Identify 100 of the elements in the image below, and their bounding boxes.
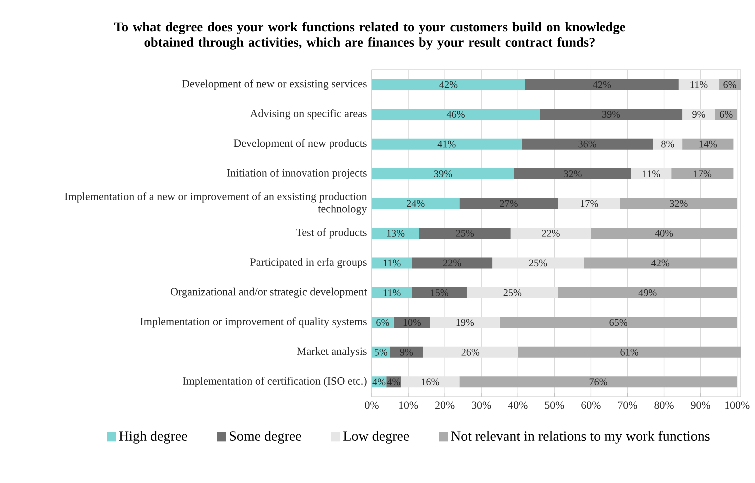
bar: [466, 287, 558, 298]
bar: [372, 317, 394, 328]
data-label: 39%: [602, 111, 620, 118]
data-label: 15%: [431, 290, 449, 296]
data-label: 6%: [720, 111, 733, 118]
bar: [460, 198, 558, 210]
data-label: 27%: [500, 200, 518, 208]
data-label: 76%: [590, 378, 608, 386]
bar: [372, 198, 460, 210]
data-label: 19%: [456, 319, 474, 326]
bar: [653, 138, 683, 150]
data-label: 32%: [564, 170, 582, 178]
bar: [372, 79, 526, 90]
bar: [584, 258, 738, 269]
bar: [401, 376, 460, 388]
data-label: 22%: [542, 230, 560, 237]
y-tick-label: Development of new or exsisting services: [182, 80, 367, 90]
x-tick-label: 30%: [472, 402, 492, 410]
data-label: 8%: [662, 140, 674, 148]
bar: [500, 317, 738, 328]
data-label: 13%: [387, 230, 405, 237]
bar: [540, 109, 683, 120]
bar: [394, 317, 430, 328]
data-label: 11%: [384, 260, 401, 267]
bar: [682, 138, 734, 150]
bar: [678, 79, 720, 90]
bar: [514, 168, 632, 180]
x-tick-label: 0%: [365, 402, 379, 410]
data-label: 41%: [438, 140, 456, 148]
legend-label: High degree: [119, 431, 188, 444]
y-tick-label: Implementation of a new or improvement of an exsisting production technology: [64, 192, 368, 215]
bar: [631, 168, 672, 180]
data-label: 11%: [384, 290, 401, 296]
bar: [372, 138, 522, 150]
data-label: 4%: [372, 378, 386, 386]
x-tick-label: 20%: [436, 402, 455, 410]
bar: [719, 79, 741, 90]
bar: [372, 228, 420, 240]
y-tick-label: Test of products: [296, 228, 367, 239]
data-label: 24%: [406, 200, 425, 208]
data-label: 17%: [580, 200, 598, 208]
x-tick-label: 50%: [545, 402, 564, 410]
data-label: 9%: [400, 348, 414, 356]
y-tick-label: Market analysis: [297, 347, 367, 358]
data-label: 25%: [504, 290, 522, 296]
x-tick-label: 90%: [691, 402, 710, 410]
bar: [525, 79, 679, 90]
bar: [430, 317, 500, 328]
data-label: 10%: [404, 319, 422, 326]
y-tick-label: Implementation of certification (ISO etc.): [183, 377, 367, 388]
y-tick-label: Participated in erfa groups: [250, 258, 367, 268]
data-label: 11%: [690, 81, 708, 88]
bar: [372, 168, 514, 180]
data-label: 14%: [700, 140, 718, 148]
data-label: 6%: [724, 81, 736, 88]
bar: [372, 287, 412, 298]
y-tick-label: Initiation of innovation projects: [227, 168, 367, 180]
y-tick-label: Advising on specific areas: [250, 110, 367, 120]
data-label: 42%: [593, 81, 612, 88]
data-label: 42%: [440, 81, 458, 88]
chart-title: To what degree does your work functions related to your customers build on knowledge obtained through activities, which are finances by your result contract funds?: [114, 22, 626, 50]
bar: [412, 287, 467, 298]
y-tick-label: Implementation or improvement of quality systems: [140, 318, 367, 328]
legend-label: Not relevant in relations to my work functions: [451, 431, 710, 444]
x-tick-label: 40%: [508, 402, 528, 410]
bar: [492, 258, 584, 269]
data-label: 26%: [462, 348, 480, 356]
bar: [620, 198, 738, 210]
data-label: 17%: [694, 170, 712, 178]
bar: [558, 198, 620, 210]
legend-label: Some degree: [230, 431, 302, 444]
data-label: 25%: [456, 230, 474, 237]
data-label: 46%: [446, 111, 465, 118]
x-tick-label: 80%: [654, 402, 674, 410]
legend-label: Low degree: [344, 431, 410, 444]
y-tick-label: Organizational and/or strategic development: [170, 288, 368, 298]
data-label: 49%: [638, 290, 657, 296]
bar: [412, 258, 493, 269]
data-label: 42%: [652, 260, 670, 267]
data-label: 6%: [376, 319, 390, 326]
data-label: 32%: [670, 200, 688, 208]
data-label: 40%: [655, 230, 674, 237]
data-label: 4%: [387, 378, 400, 386]
bar: [423, 346, 518, 358]
bar: [460, 376, 738, 388]
data-label: 22%: [444, 260, 462, 267]
bar: [372, 258, 412, 269]
y-tick-label: Development of new products: [234, 139, 367, 150]
data-label: 61%: [620, 348, 639, 356]
bar: [510, 228, 592, 240]
data-label: 5%: [374, 348, 388, 356]
bar: [672, 168, 734, 180]
x-tick-label: 100%: [726, 402, 750, 410]
data-label: 39%: [434, 170, 452, 178]
bar: [518, 346, 741, 358]
data-label: 36%: [578, 140, 596, 148]
x-tick-label: 70%: [618, 402, 638, 410]
data-label: 65%: [610, 319, 628, 326]
x-tick-label: 10%: [399, 402, 418, 410]
bar: [591, 228, 738, 240]
